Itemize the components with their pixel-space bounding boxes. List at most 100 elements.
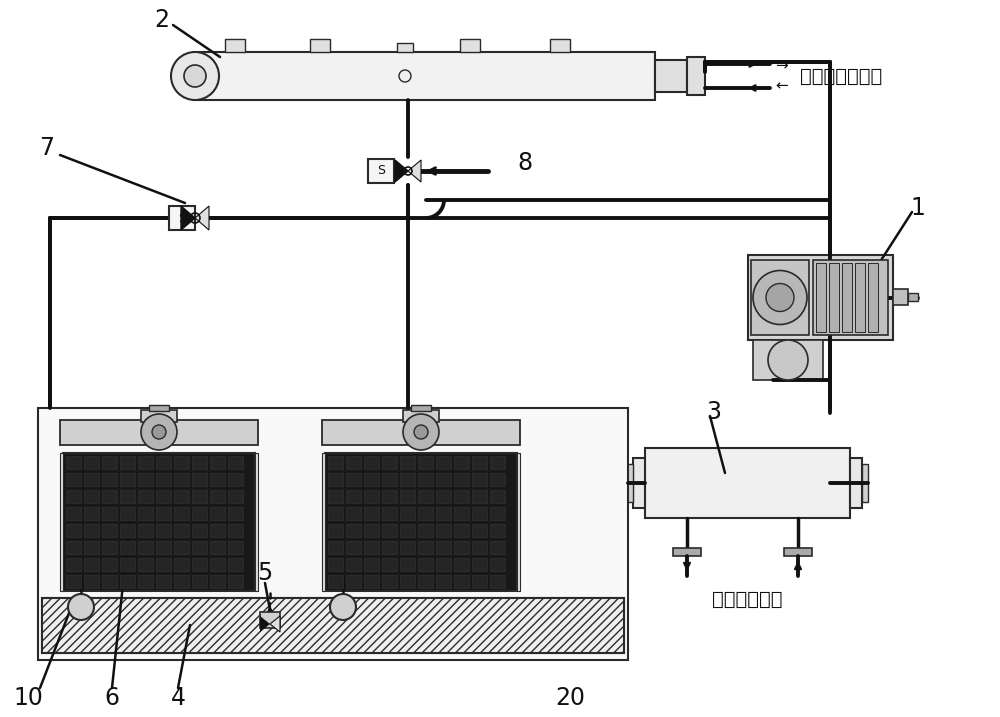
Bar (84, 541, 99, 554)
Bar (748, 255, 893, 340)
Bar (192, 490, 207, 503)
Bar (192, 558, 207, 571)
Bar (260, 612, 280, 628)
Bar (228, 524, 243, 537)
Polygon shape (181, 206, 195, 230)
Circle shape (330, 594, 356, 620)
Bar (460, 39, 480, 52)
Bar (908, 293, 918, 301)
Bar (328, 524, 343, 537)
Bar (382, 507, 397, 520)
Bar (102, 507, 117, 520)
Text: S: S (178, 212, 186, 224)
Bar (328, 490, 343, 503)
Bar (138, 575, 153, 588)
Bar (138, 456, 153, 469)
Bar (368, 159, 394, 183)
Bar (84, 507, 99, 520)
Bar (364, 541, 379, 554)
Bar (364, 575, 379, 588)
Bar (490, 575, 505, 588)
Bar (418, 456, 433, 469)
Bar (645, 448, 850, 518)
Text: 7: 7 (40, 136, 54, 160)
Bar (156, 541, 171, 554)
Bar (84, 524, 99, 537)
Bar (855, 263, 865, 332)
Bar (328, 456, 343, 469)
Bar (42, 598, 624, 653)
Bar (436, 575, 451, 588)
Bar (382, 575, 397, 588)
Bar (66, 575, 81, 588)
Bar (66, 558, 81, 571)
Bar (102, 575, 117, 588)
Bar (418, 541, 433, 554)
Bar (454, 473, 469, 486)
Bar (66, 473, 81, 486)
Bar (102, 473, 117, 486)
Bar (490, 541, 505, 554)
Bar (655, 60, 687, 92)
Bar (328, 507, 343, 520)
Circle shape (414, 425, 428, 439)
Circle shape (753, 270, 807, 325)
Bar (418, 575, 433, 588)
Bar (138, 558, 153, 571)
Bar (687, 57, 705, 95)
Bar (156, 507, 171, 520)
Bar (102, 524, 117, 537)
Bar (310, 39, 330, 52)
Text: 20: 20 (555, 686, 585, 710)
Bar (192, 541, 207, 554)
Circle shape (399, 70, 411, 82)
Bar (156, 490, 171, 503)
Text: 6: 6 (104, 686, 120, 710)
Bar (364, 473, 379, 486)
Circle shape (141, 414, 177, 450)
Bar (346, 456, 361, 469)
Bar (102, 456, 117, 469)
Bar (66, 456, 81, 469)
Text: 2: 2 (154, 8, 170, 32)
Bar (174, 524, 189, 537)
Bar (400, 575, 415, 588)
Bar (156, 524, 171, 537)
Bar (192, 524, 207, 537)
Text: 1: 1 (911, 196, 925, 220)
Bar (328, 558, 343, 571)
Bar (627, 464, 633, 502)
Bar (156, 575, 171, 588)
Bar (210, 456, 225, 469)
Bar (490, 473, 505, 486)
Bar (174, 456, 189, 469)
Polygon shape (260, 616, 270, 632)
Bar (84, 558, 99, 571)
Bar (868, 263, 878, 332)
Bar (322, 453, 325, 591)
Bar (550, 39, 570, 52)
Bar (120, 490, 135, 503)
Text: 3: 3 (706, 400, 722, 424)
Text: 8: 8 (517, 151, 533, 175)
Bar (829, 263, 839, 332)
Bar (436, 456, 451, 469)
Bar (66, 541, 81, 554)
Text: 5: 5 (257, 561, 273, 585)
Bar (174, 507, 189, 520)
Bar (403, 410, 439, 422)
Bar (400, 490, 415, 503)
Bar (400, 473, 415, 486)
Circle shape (171, 52, 219, 100)
Bar (346, 507, 361, 520)
Bar (454, 541, 469, 554)
Bar (346, 541, 361, 554)
Bar (472, 490, 487, 503)
Bar (753, 340, 823, 380)
Polygon shape (270, 616, 280, 632)
Bar (174, 575, 189, 588)
Bar (174, 558, 189, 571)
Bar (850, 458, 862, 508)
Text: ←: ← (775, 78, 788, 93)
Bar (418, 473, 433, 486)
